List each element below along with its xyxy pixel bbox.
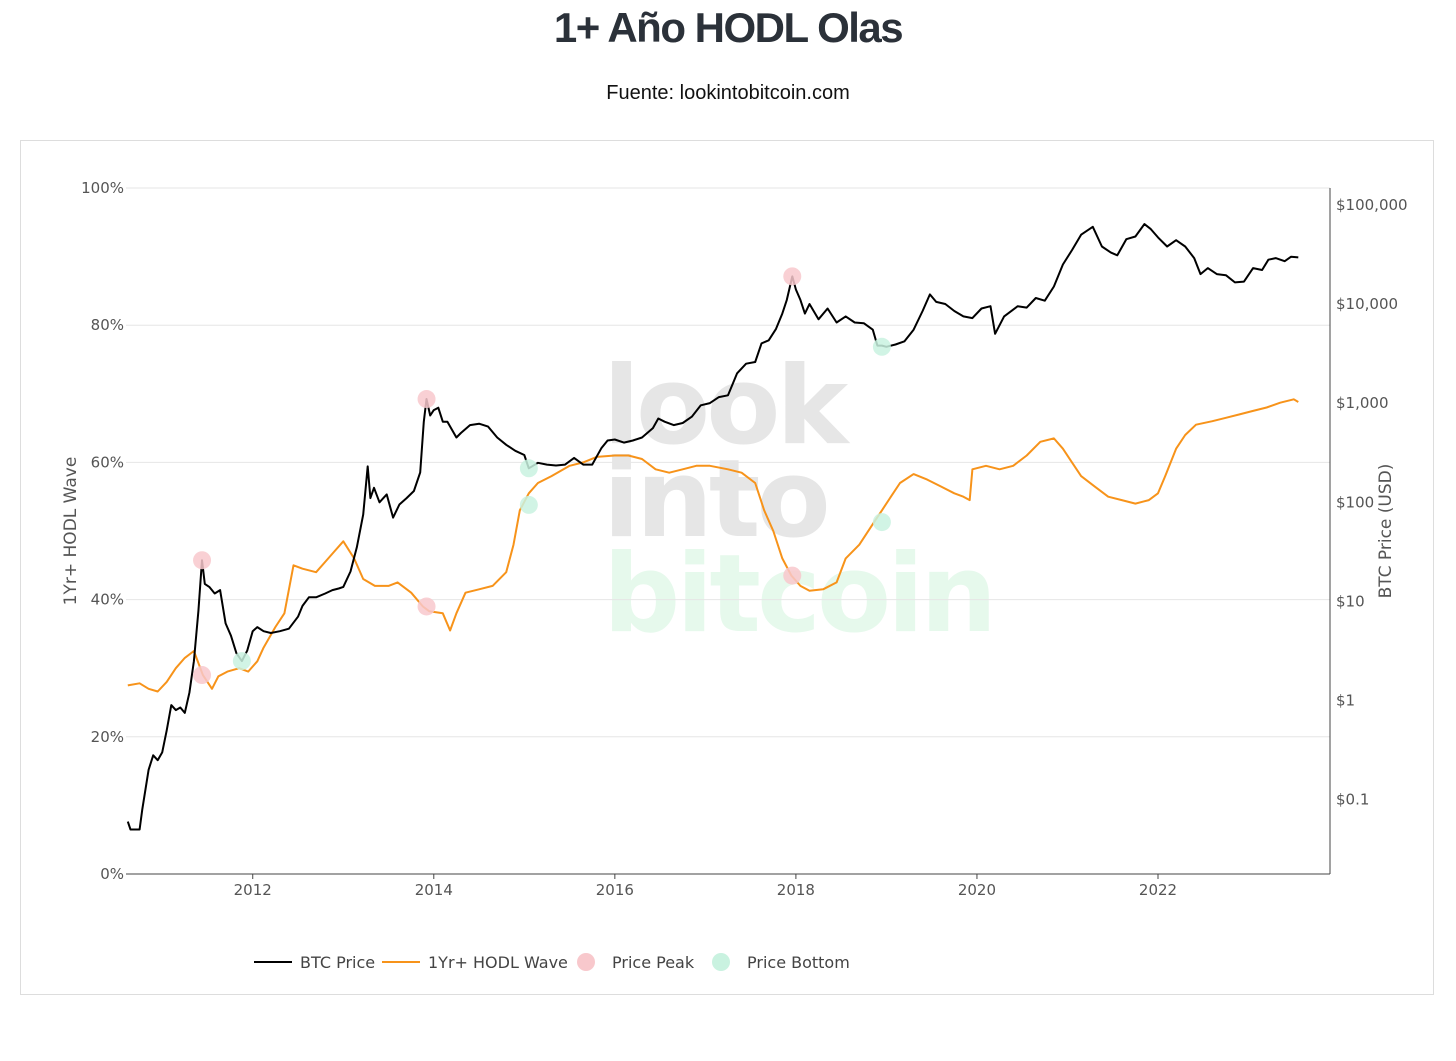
price-peak-marker: [193, 551, 212, 570]
x-tick-label: 2020: [958, 881, 996, 899]
legend-label-bottom: Price Bottom: [747, 953, 850, 972]
legend-label-peak: Price Peak: [612, 953, 695, 972]
legend-swatch-bottom: [712, 953, 730, 971]
watermark-bitcoin: bitcoin: [603, 532, 993, 657]
price-bottom-marker: [872, 513, 891, 532]
y-left-tick-label: 0%: [100, 865, 124, 883]
price-peak-marker: [783, 267, 802, 286]
price-peak-marker: [783, 566, 802, 585]
y-left-tick-label: 60%: [91, 453, 124, 471]
y-right-tick-label: $100: [1336, 493, 1374, 511]
y-left-tick-label: 20%: [91, 728, 124, 746]
y-left-tick-label: 40%: [91, 591, 124, 609]
chart-frame: look into bitcoin 1Yr+ HODL Wave BTC Pri…: [20, 140, 1434, 995]
page-title: 1+ Año HODL Olas: [553, 4, 904, 51]
y-right-tick-label: $1: [1336, 692, 1355, 710]
price-peak-marker: [417, 390, 436, 409]
grid: [126, 187, 1330, 738]
y-right-tick-label: $1,000: [1336, 394, 1389, 412]
x-tick-label: 2016: [596, 881, 634, 899]
legend-label-btc: BTC Price: [300, 953, 375, 972]
y-left-axis-title: 1Yr+ HODL Wave: [61, 457, 81, 606]
x-tick-label: 2014: [415, 881, 453, 899]
page-subtitle: Fuente: lookintobitcoin.com: [606, 82, 850, 104]
series-btc-price-line: [126, 223, 1299, 831]
axes: 1Yr+ HODL Wave BTC Price (USD): [61, 188, 1396, 875]
watermark-look: look: [603, 344, 850, 469]
price-bottom-marker: [519, 495, 538, 514]
legend-label-hodl: 1Yr+ HODL Wave: [428, 953, 568, 972]
y-right-tick-label: $10,000: [1336, 295, 1398, 313]
markers: [193, 267, 891, 685]
y-left-tick-label: 80%: [91, 316, 124, 334]
legend-swatch-peak: [577, 953, 595, 971]
x-tick-label: 2012: [234, 881, 272, 899]
y-right-axis-title: BTC Price (USD): [1376, 464, 1396, 599]
x-tick-label: 2018: [777, 881, 815, 899]
price-bottom-marker: [519, 459, 538, 478]
chart-svg: look into bitcoin 1Yr+ HODL Wave BTC Pri…: [61, 179, 1408, 972]
price-peak-marker: [417, 597, 436, 616]
y-right-tick-label: $100,000: [1336, 196, 1408, 214]
x-tick-label: 2022: [1139, 881, 1177, 899]
y-right-tick-label: $10: [1336, 592, 1365, 610]
series-hodl-wave-line: [127, 398, 1299, 693]
price-bottom-marker: [232, 652, 251, 671]
legend: BTC Price 1Yr+ HODL Wave Price Peak Price B…: [254, 953, 850, 972]
y-right-tick-label: $0.1: [1336, 791, 1369, 809]
watermark: look into bitcoin: [603, 344, 997, 657]
series: [126, 223, 1299, 831]
price-bottom-marker: [872, 337, 891, 356]
tick-labels: 0% 20% 40% 60% 80% 100% $0.1 $1 $10 $100 $1,000 $10…: [81, 179, 1407, 899]
price-peak-marker: [193, 666, 212, 685]
y-left-tick-label: 100%: [81, 179, 124, 197]
